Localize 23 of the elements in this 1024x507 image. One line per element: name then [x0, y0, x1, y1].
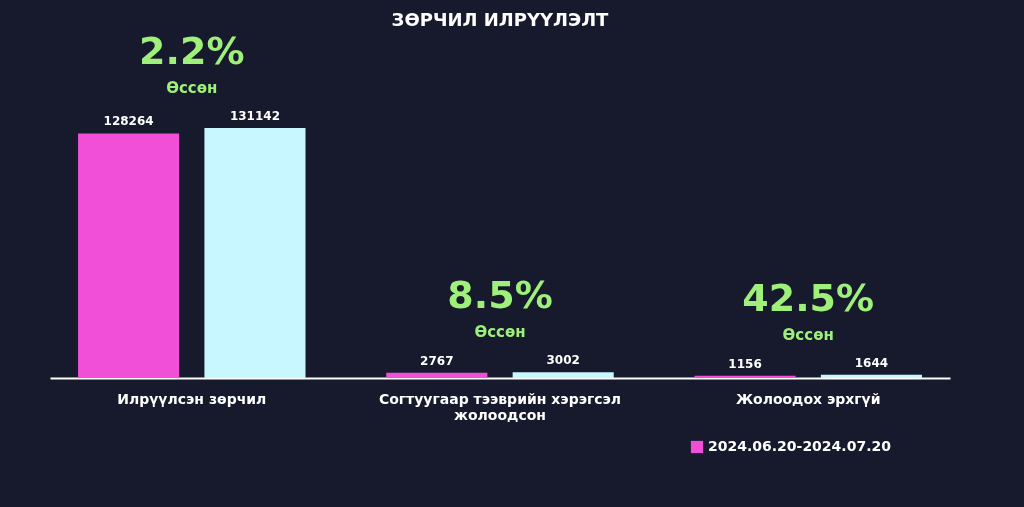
x-tick-label: Илрүүлсэн зөрчил — [117, 390, 267, 407]
bar — [386, 372, 488, 378]
bar — [694, 375, 796, 378]
text: Өссөн — [166, 79, 218, 97]
annotation: 42.5% — [742, 275, 875, 320]
annotation: Өссөн — [474, 323, 526, 342]
text: 2.2% — [139, 29, 245, 73]
annotation: Өссөн — [782, 325, 834, 344]
data-label: 3002 — [546, 353, 580, 368]
bar — [78, 133, 180, 378]
chart-title: ЗӨРЧИЛ ИЛРҮҮЛЭЛТ — [391, 9, 610, 30]
data-label: 2767 — [420, 353, 454, 368]
bar — [204, 128, 306, 378]
annotation: 8.5% — [447, 273, 553, 318]
x-tick-label: Согтуугаар тээврийн хэрэгсэл жолоодсон — [378, 390, 622, 423]
legend-label: 2024.06.20-2024.07.20 — [708, 438, 892, 454]
x-tick-label: Жолоодох эрхгүй — [735, 390, 881, 407]
bar — [820, 374, 922, 378]
data-label: 1644 — [854, 355, 889, 370]
data-label: 128264 — [103, 114, 154, 129]
bar — [512, 372, 614, 378]
data-label: 1156 — [728, 356, 762, 371]
data-label: 131142 — [229, 109, 281, 123]
